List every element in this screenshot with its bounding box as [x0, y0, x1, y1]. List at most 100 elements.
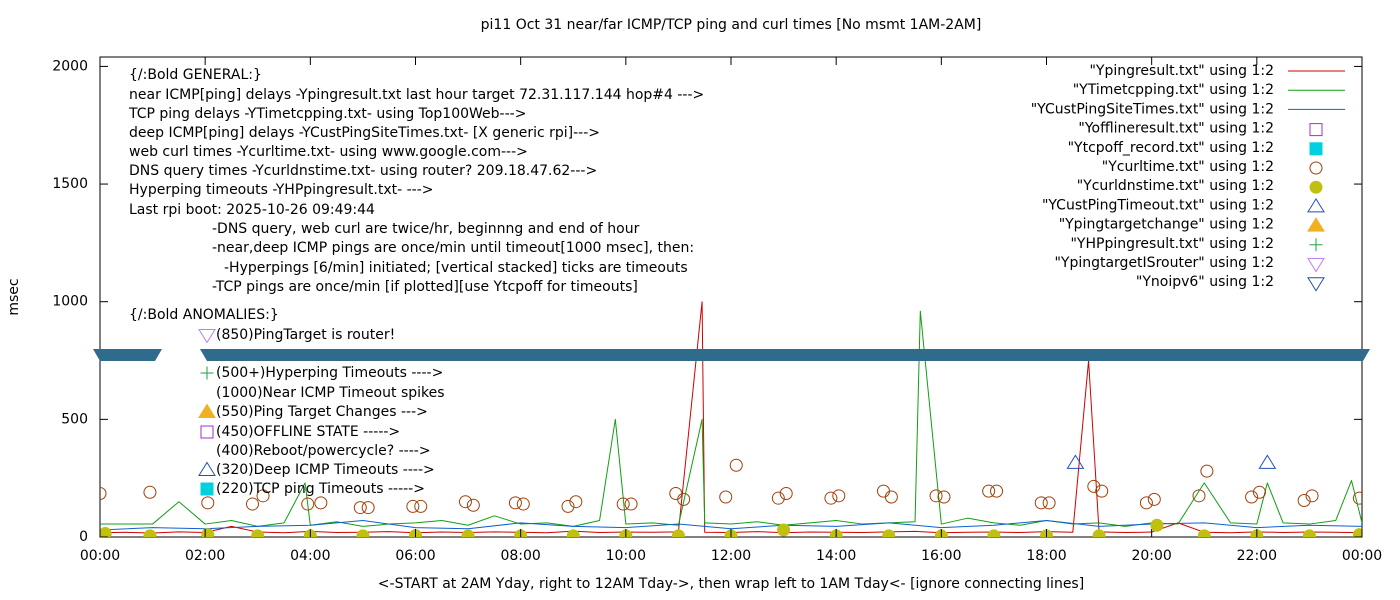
x-tick-label: 18:00	[1026, 548, 1066, 564]
data-point	[671, 529, 685, 537]
data-point	[201, 496, 215, 510]
data-point	[406, 499, 420, 513]
x-tick-label: 12:00	[711, 548, 751, 564]
band	[200, 349, 1370, 361]
data-point	[314, 496, 328, 510]
data-point	[361, 501, 375, 515]
data-point	[256, 489, 270, 503]
data-point	[461, 529, 475, 537]
legend-label: "Ypingresult.txt" using 1:2	[1089, 63, 1274, 79]
x-tick-label: 16:00	[921, 548, 961, 564]
y-tick-label: 2000	[52, 58, 88, 74]
annotation-marker	[200, 366, 214, 380]
data-point	[1192, 489, 1206, 503]
legend-label: "YCustPingTimeout.txt" using 1:2	[1042, 197, 1274, 213]
annotation: (450)OFFLINE STATE ----->	[216, 424, 400, 440]
legend-label: "YpingtargetISrouter" using 1:2	[1054, 255, 1274, 271]
x-tick-label: 00:00	[1342, 548, 1382, 564]
x-tick-label: 02:00	[185, 548, 225, 564]
data-point	[824, 491, 838, 505]
data-point	[669, 486, 683, 500]
data-point	[771, 491, 785, 505]
data-point	[1252, 485, 1266, 499]
data-point	[929, 489, 943, 503]
data-point	[356, 529, 370, 537]
annotation: web curl times -Ycurltime.txt- using www…	[129, 144, 528, 160]
legend-swatch	[1309, 238, 1323, 252]
annotation: TCP ping delays -YTimetcpping.txt- using…	[128, 106, 526, 122]
band	[93, 349, 162, 361]
annotation: (550)Ping Target Changes --->	[216, 404, 428, 420]
data-point	[729, 458, 743, 472]
data-point	[466, 498, 480, 512]
chart-title: pi11 Oct 31 near/far ICMP/TCP ping and c…	[481, 17, 982, 33]
band-layer	[93, 349, 1370, 361]
y-tick-label: 500	[61, 411, 88, 427]
x-tick-label: 20:00	[1131, 548, 1171, 564]
data-point	[561, 499, 575, 513]
legend-label: "Ytcpoff_record.txt" using 1:2	[1068, 140, 1274, 156]
legend-swatch	[1309, 180, 1323, 194]
legend-label: "YHPpingresult.txt" using 1:2	[1070, 236, 1274, 252]
data-point	[1042, 496, 1056, 510]
data-point	[100, 526, 112, 537]
x-tick-label: 00:00	[80, 548, 120, 564]
data-point	[1066, 454, 1085, 469]
data-point	[201, 528, 215, 537]
legend-swatch	[1309, 123, 1323, 137]
legend-label: "Ycurltime.txt" using 1:2	[1102, 159, 1274, 175]
x-tick-label: 22:00	[1237, 548, 1277, 564]
data-point	[616, 497, 630, 511]
data-point	[1147, 492, 1161, 506]
annotation: (400)Reboot/powercycle? ---->	[216, 443, 431, 459]
y-tick-label: 1500	[52, 176, 88, 192]
legend-label: "YCustPingSiteTimes.txt" using 1:2	[1031, 101, 1274, 117]
x-axis-label: <-START at 2AM Yday, right to 12AM Tday-…	[378, 576, 1084, 592]
legend-label: "Ycurldnstime.txt" using 1:2	[1077, 178, 1274, 194]
annotation-marker	[200, 425, 214, 439]
annotation: -DNS query, web curl are twice/hr, begin…	[212, 221, 640, 237]
annotation: near ICMP[ping] delays -Ypingresult.txt …	[129, 87, 704, 103]
annotation-marker	[198, 461, 216, 476]
annotation: (1000)Near ICMP Timeout spikes	[216, 385, 445, 401]
data-point	[1305, 489, 1319, 503]
x-tick-label: 06:00	[395, 548, 435, 564]
data-point	[100, 486, 107, 500]
annotations: {/:Bold GENERAL:} near ICMP[ping] delays …	[128, 67, 704, 497]
data-point	[508, 496, 522, 510]
annotation-marker	[198, 329, 216, 344]
data-point	[1095, 484, 1109, 498]
data-point	[1092, 529, 1106, 537]
annotation-marker	[198, 403, 216, 418]
data-point	[1297, 494, 1311, 508]
data-point	[937, 490, 951, 504]
annotation: (500+)Hyperping Timeouts ---->	[216, 365, 443, 381]
annotation: deep ICMP[ping] delays -YCustPingSiteTim…	[129, 125, 600, 141]
legend-label: "Ypingtargetchange" using 1:2	[1059, 217, 1274, 233]
data-point	[566, 529, 580, 537]
annotation: {/:Bold ANOMALIES:}	[129, 307, 279, 323]
data-point	[779, 486, 793, 500]
annotation: (850)PingTarget is router!	[216, 327, 395, 343]
legend-swatch	[1309, 142, 1323, 156]
data-point	[990, 484, 1004, 498]
legend-swatch	[1309, 161, 1323, 175]
data-point	[882, 529, 896, 537]
x-tick-label: 04:00	[290, 548, 330, 564]
data-point	[569, 495, 583, 509]
x-tick-label: 14:00	[816, 548, 856, 564]
data-point	[1139, 496, 1153, 510]
data-point	[251, 529, 265, 537]
data-point	[1200, 464, 1214, 478]
data-point	[245, 497, 259, 511]
x-tick-label: 10:00	[606, 548, 646, 564]
data-point	[516, 497, 530, 511]
annotation: -TCP pings are once/min [if plotted][use…	[212, 279, 638, 295]
data-point	[414, 499, 428, 513]
annotation: -Hyperpings [6/min] initiated; [vertical…	[224, 260, 688, 276]
data-point	[458, 495, 472, 509]
data-point	[1245, 490, 1259, 504]
legend-swatch	[1307, 258, 1325, 273]
legend-label: "Ynoipv6" using 1:2	[1136, 274, 1274, 290]
